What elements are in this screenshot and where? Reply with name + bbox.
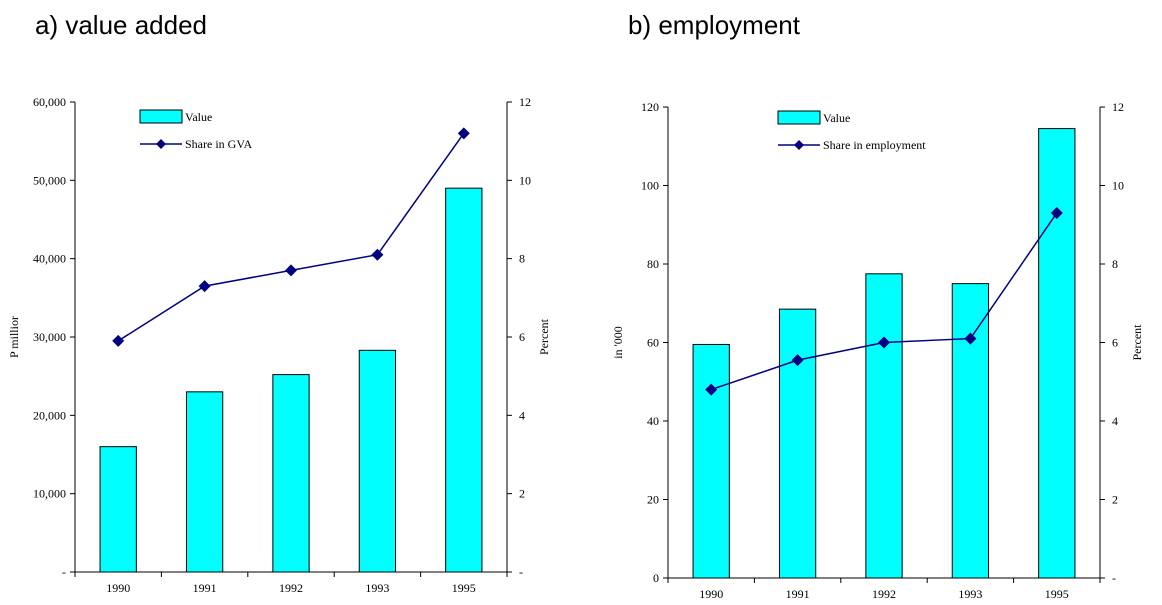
y-right-tick-label: 10	[1112, 179, 1124, 193]
legend: Value Share in employment	[777, 110, 926, 152]
y-left-tick-label: -	[62, 565, 66, 579]
chart-employment: 0 20 40 60 80 100 120 - 2 4 6 8 10 12 1990 1991 1992 1993…	[611, 100, 1144, 601]
share-point-1992	[285, 264, 297, 277]
bar-1991	[778, 308, 817, 579]
y-left-tick-label: 120	[641, 100, 659, 114]
y-right-tick-label: 4	[1112, 414, 1118, 428]
panel-title-value-added: a) value added	[35, 10, 208, 40]
bar-1991	[185, 391, 224, 573]
x-tick-label: 1995	[452, 581, 476, 595]
x-tick-label: 1992	[279, 581, 303, 595]
bar-1990	[99, 446, 137, 573]
share-point-1995	[457, 127, 470, 140]
y-right-tick-label: -	[519, 565, 523, 579]
x-tick-label: 1991	[193, 581, 217, 595]
y-left-tick-label: 30,000	[33, 330, 66, 344]
share-point-1993	[371, 248, 384, 261]
y-right-tick-label: 2	[519, 487, 525, 501]
bar-1992	[865, 273, 903, 579]
y-left-tick-label: 100	[641, 179, 659, 193]
chart-value-added: - 10,000 20,000 30,000 40,000 50,000 60,000 - 2 4…	[7, 95, 551, 595]
y-right-tick-label: 12	[1112, 100, 1124, 114]
share-line	[117, 132, 465, 342]
share-point-1991	[791, 354, 804, 367]
y-right-tick-label: 8	[519, 252, 525, 266]
y-left-axis-title: in '000	[611, 326, 625, 359]
x-tick-label: 1993	[365, 581, 389, 595]
y-right-tick-label: 6	[519, 330, 525, 344]
x-tick-label: 1991	[786, 587, 810, 601]
bar-1993	[951, 283, 990, 579]
y-right-axis-title: Percent	[1130, 324, 1144, 361]
share-point-1995	[1050, 206, 1063, 219]
bar-1993	[358, 349, 397, 573]
x-tick-label: 1992	[872, 587, 896, 601]
y-right-tick-label: 12	[519, 95, 531, 109]
y-left-tick-label: 50,000	[33, 173, 66, 187]
legend: Value Share in GVA	[139, 109, 252, 151]
share-point-1992	[878, 336, 890, 349]
legend-bar-swatch	[777, 110, 821, 125]
legend-label-value: Value	[185, 110, 212, 124]
legend-marker	[156, 139, 166, 149]
bar-1995	[445, 187, 483, 573]
share-point-1990	[112, 334, 125, 347]
share-point-1993	[964, 332, 977, 345]
x-tick-label: 1990	[106, 581, 130, 595]
share-point-1991	[198, 280, 211, 293]
y-left-tick-label: 40	[647, 414, 659, 428]
x-tick-label: 1993	[958, 587, 982, 601]
y-right-tick-label: 2	[1112, 493, 1118, 507]
x-tick-label: 1995	[1045, 587, 1069, 601]
legend-label-share: Share in employment	[823, 138, 926, 152]
bar-1995	[1038, 128, 1076, 579]
y-right-axis-title: Percent	[537, 318, 551, 355]
y-right-tick-label: 8	[1112, 257, 1118, 271]
y-left-tick-label: 80	[647, 257, 659, 271]
panel-title-employment: b) employment	[628, 10, 800, 40]
y-right-tick-label: -	[1112, 571, 1116, 585]
legend-marker	[794, 140, 804, 150]
y-left-tick-label: 60,000	[33, 95, 66, 109]
legend-label-value: Value	[823, 111, 850, 125]
share-point-1990	[705, 383, 718, 396]
bar-1990	[692, 343, 730, 579]
x-tick-label: 1990	[699, 587, 723, 601]
legend-bar-swatch	[139, 109, 183, 124]
y-left-tick-label: 10,000	[33, 487, 66, 501]
y-right-tick-label: 4	[519, 408, 525, 422]
y-left-axis-title: P millior	[7, 316, 21, 358]
y-right-tick-label: 6	[1112, 336, 1118, 350]
y-left-tick-label: 20	[647, 493, 659, 507]
bar-1992	[272, 374, 310, 573]
y-right-tick-label: 10	[519, 173, 531, 187]
legend-label-share: Share in GVA	[185, 137, 252, 151]
y-left-tick-label: 20,000	[33, 408, 66, 422]
y-left-tick-label: 40,000	[33, 252, 66, 266]
y-left-tick-label: 60	[647, 336, 659, 350]
y-left-tick-label: 0	[653, 571, 659, 585]
